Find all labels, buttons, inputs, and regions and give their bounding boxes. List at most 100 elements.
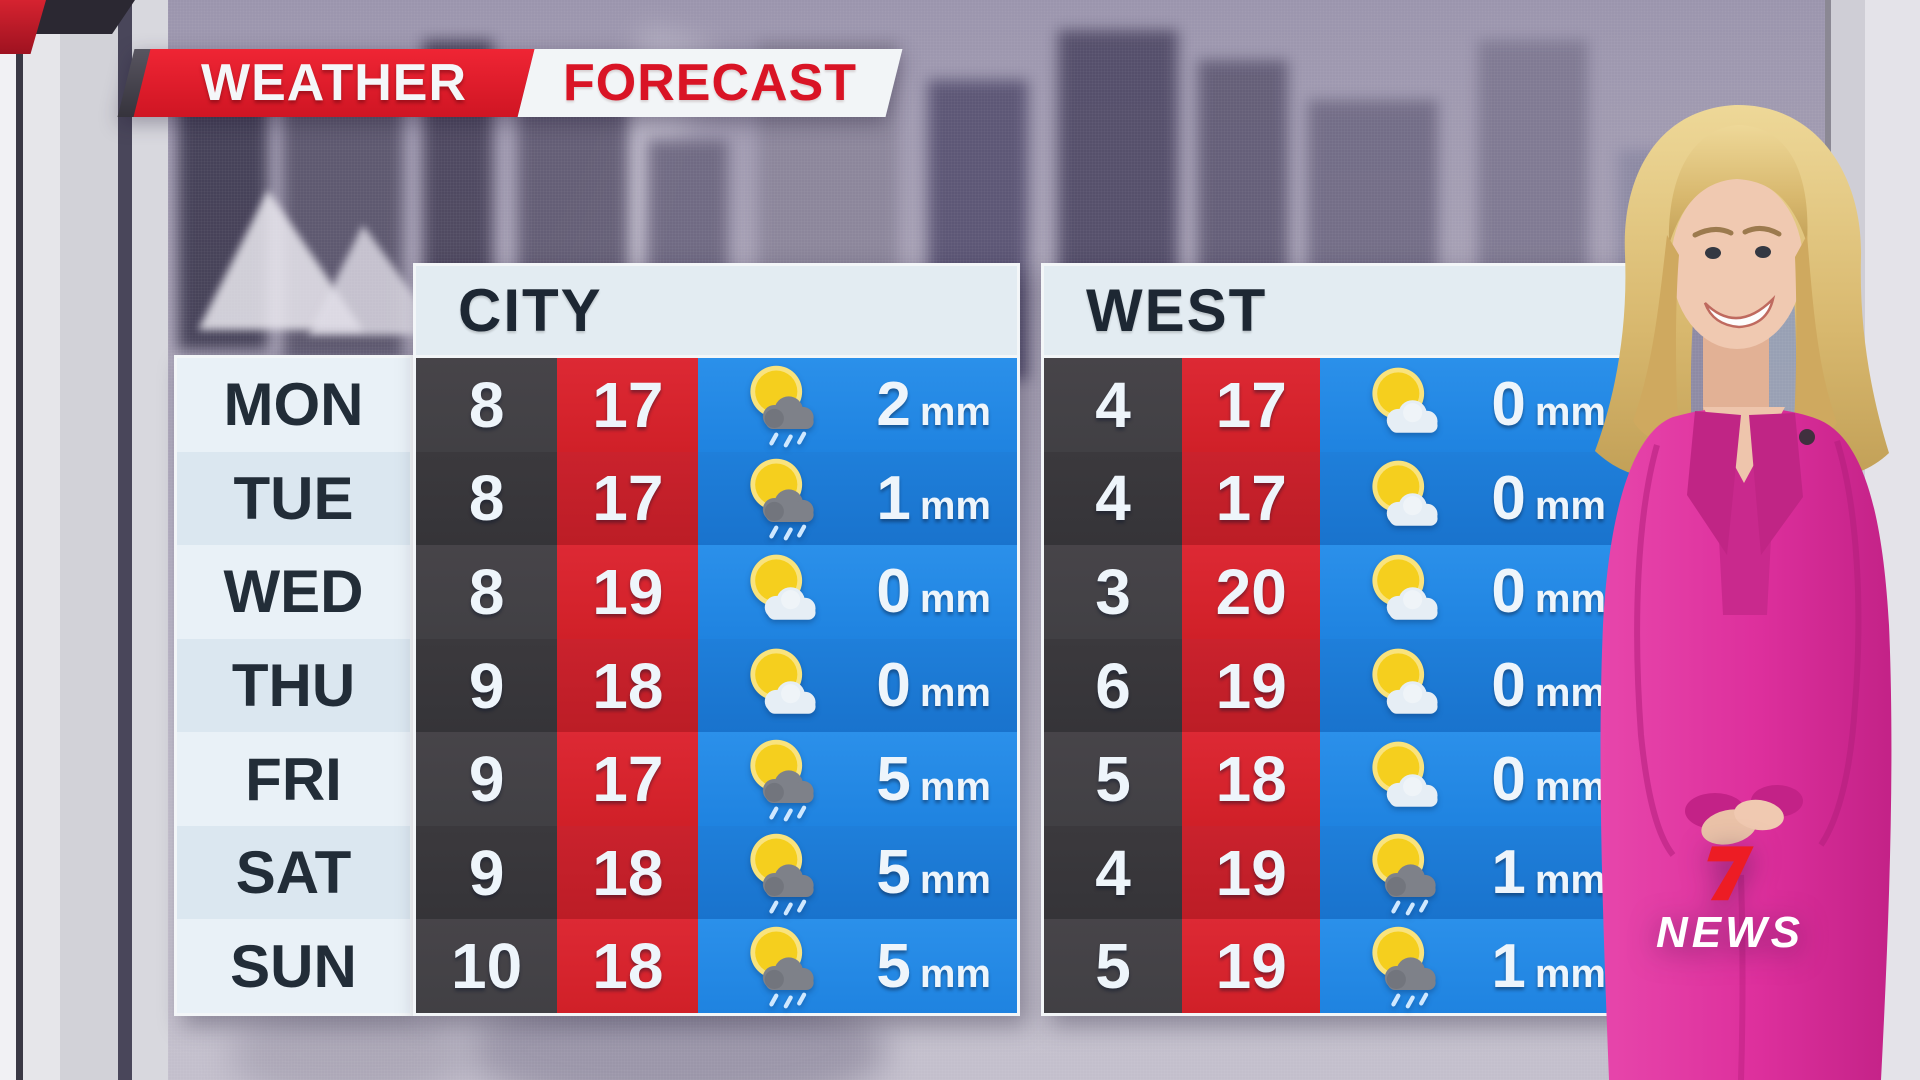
day-label-thu: THU [177,638,410,733]
day-label-mon: MON [177,358,410,452]
low-temp: 4 [1044,825,1183,920]
brooch [1799,429,1815,445]
table-header-city: CITY [416,266,1017,358]
low-temp: 9 [416,732,558,826]
forecast-table-west: WEST 4 17 0 mm 4 17 0 mm 3 20 [1041,263,1635,1016]
hair-fringe [1668,125,1808,245]
rain-amount: 0 [876,557,911,627]
rain-amount: 5 [876,838,911,908]
forecast-row-mon: 4 17 0 mm [1044,358,1632,452]
banner-forecast-segment: FORECAST [517,49,903,117]
sun-cloud-icon [1372,648,1438,714]
high-temp: 18 [557,638,699,733]
rain-amount: 2 [876,370,911,440]
high-temp: 19 [557,545,699,639]
seven-network-7-icon [1707,846,1754,901]
hand-right [1734,799,1784,831]
sun-cloud-icon [1372,367,1438,433]
banner-title-forecast: FORECAST [563,54,858,112]
rainfall: 0 mm [1491,744,1632,815]
conditions-cell: 5 mm [698,919,1017,1014]
eye-left [1705,247,1721,259]
conditions-cell: 0 mm [1320,358,1632,452]
forecast-table-city: CITY 8 17 2 mm 8 17 [413,263,1020,1016]
rain-unit: mm [919,951,991,996]
table-header-west: WEST [1044,266,1632,358]
rain-unit: mm [1534,951,1606,996]
conditions-cell: 0 mm [1320,732,1632,826]
forecast-row-sat: 4 19 1 mm [1044,825,1632,920]
high-temp: 19 [1182,825,1321,920]
rain-amount: 0 [1491,463,1526,533]
rain-amount: 0 [1491,651,1526,721]
day-label-sun: SUN [177,919,410,1014]
rain-unit: mm [919,764,991,809]
forecast-row-thu: 9 18 0 mm [416,638,1017,733]
sun-rain-icon [1372,926,1436,1009]
day-label-tue: TUE [177,451,410,546]
sun-cloud-icon [1372,554,1438,620]
sun-cloud-icon [1372,460,1438,527]
seven-news-logo: NEWS [1656,840,1800,958]
sun-rain-icon [750,365,815,448]
weather-forecast-banner: WEATHER FORECAST [117,49,903,117]
high-temp: 19 [1182,919,1321,1014]
low-temp: 5 [1044,732,1183,826]
conditions-cell: 1 mm [698,451,1017,546]
low-temp: 9 [416,825,558,920]
sun-cloud-icon [750,648,817,714]
conditions-cell: 0 mm [1320,638,1632,733]
rain-amount: 5 [876,744,911,814]
table-rows: 4 17 0 mm 4 17 0 mm 3 20 [1044,358,1632,1014]
low-temp: 8 [416,451,558,546]
rainfall: 1 mm [1491,837,1632,908]
low-temp: 8 [416,545,558,639]
low-temp: 5 [1044,919,1183,1014]
forecast-row-fri: 9 17 5 mm [416,732,1017,826]
day-column: MON TUE WED THU FRI SAT SUN [174,355,413,1016]
rain-amount: 1 [1491,838,1526,908]
rain-amount: 1 [876,463,911,533]
banner-shape: WEATHER FORECAST [117,49,903,117]
high-temp: 17 [1182,451,1321,546]
rainfall: 0 mm [1491,556,1632,627]
low-temp: 9 [416,638,558,733]
forecast-row-wed: 3 20 0 mm [1044,545,1632,639]
low-temp: 8 [416,358,558,452]
banner-weather-segment: WEATHER [133,49,535,117]
rainfall: 0 mm [1491,463,1632,534]
high-temp: 18 [557,825,699,920]
rainfall: 0 mm [876,556,1017,627]
high-temp: 17 [1182,358,1321,452]
forecast-row-wed: 8 19 0 mm [416,545,1017,639]
studio-wall-left [0,0,168,1080]
rainfall: 0 mm [1491,369,1632,440]
conditions-cell: 5 mm [698,732,1017,826]
conditions-cell: 0 mm [698,638,1017,733]
forecast-row-sat: 9 18 5 mm [416,825,1017,920]
sleeve-crease-left [1634,444,1676,857]
conditions-cell: 1 mm [1320,919,1632,1014]
high-temp: 20 [1182,545,1321,639]
trouser-crease [1738,874,1746,1080]
low-temp: 4 [1044,451,1183,546]
day-label-sat: SAT [177,825,410,920]
sun-rain-icon [750,926,815,1009]
forecast-row-mon: 8 17 2 mm [416,358,1017,452]
rain-unit: mm [919,483,991,528]
sun-cloud-icon [750,554,817,620]
rainfall: 5 mm [876,931,1017,1002]
day-label-wed: WED [177,545,410,639]
rain-unit: mm [1534,858,1606,903]
forecast-row-sun: 10 18 5 mm [416,919,1017,1014]
sun-rain-icon [750,833,815,916]
blurred-building [178,90,268,350]
low-temp: 10 [416,919,558,1014]
forecast-row-sun: 5 19 1 mm [1044,919,1632,1014]
rainfall: 0 mm [1491,650,1632,721]
forecast-row-tue: 4 17 0 mm [1044,451,1632,546]
lapel-right [1749,413,1803,555]
rain-unit: mm [1534,483,1606,528]
smile [1703,295,1776,329]
rain-amount: 0 [1491,557,1526,627]
